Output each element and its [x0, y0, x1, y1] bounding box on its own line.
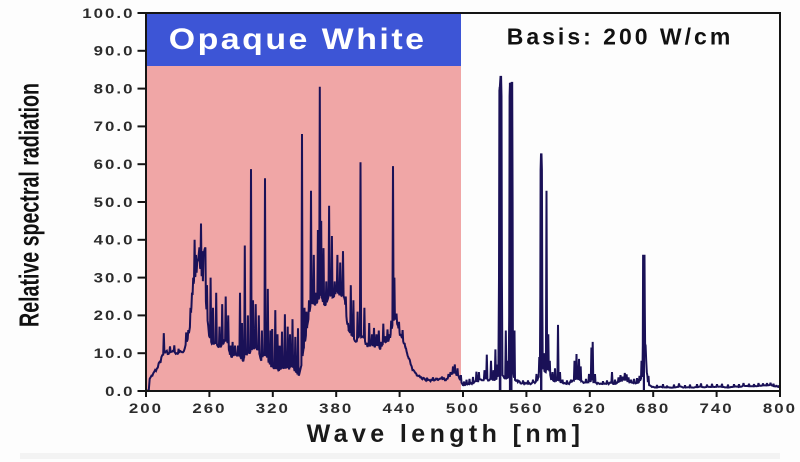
- svg-text:60.0: 60.0: [94, 158, 135, 173]
- svg-text:90.0: 90.0: [94, 44, 135, 59]
- svg-text:50.0: 50.0: [94, 195, 135, 210]
- svg-text:20.0: 20.0: [94, 309, 135, 324]
- svg-text:Basis: 200 W/cm: Basis: 200 W/cm: [507, 24, 734, 50]
- svg-text:800: 800: [763, 402, 797, 417]
- svg-text:500: 500: [446, 402, 480, 417]
- svg-text:10.0: 10.0: [94, 347, 135, 362]
- svg-text:200: 200: [129, 402, 163, 417]
- svg-text:620: 620: [573, 402, 607, 417]
- svg-text:260: 260: [192, 402, 226, 417]
- svg-text:740: 740: [700, 402, 734, 417]
- svg-text:70.0: 70.0: [94, 120, 135, 135]
- svg-text:Opaque White: Opaque White: [169, 22, 427, 56]
- svg-text:680: 680: [636, 402, 670, 417]
- svg-text:440: 440: [383, 402, 417, 417]
- svg-text:30.0: 30.0: [94, 271, 135, 286]
- svg-text:380: 380: [319, 402, 353, 417]
- svg-text:Relative spectral radiation: Relative spectral radiation: [14, 83, 45, 327]
- svg-text:40.0: 40.0: [94, 233, 135, 248]
- svg-text:Wave length [nm]: Wave length [nm]: [307, 420, 585, 448]
- svg-text:100.0: 100.0: [82, 6, 134, 21]
- svg-text:80.0: 80.0: [94, 82, 135, 97]
- svg-text:0.0: 0.0: [105, 384, 134, 399]
- svg-text:320: 320: [256, 402, 290, 417]
- svg-text:560: 560: [509, 402, 543, 417]
